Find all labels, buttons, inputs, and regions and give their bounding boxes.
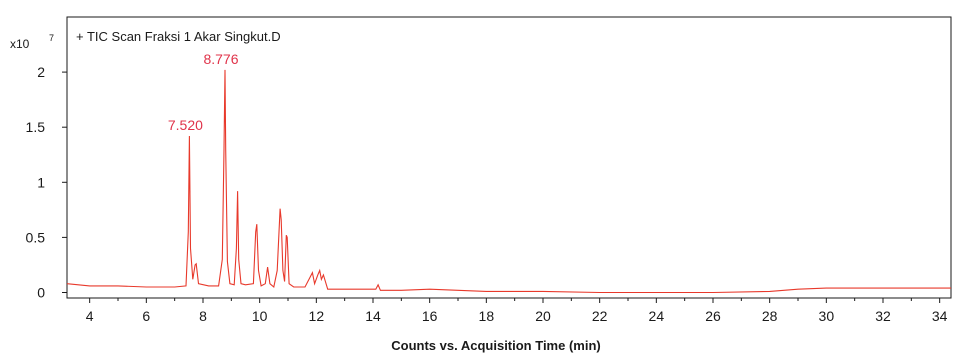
x-tick-label: 28 [762, 308, 778, 324]
x-tick-label: 32 [875, 308, 891, 324]
y-tick-label: 1.5 [26, 119, 46, 135]
x-axis-title: Counts vs. Acquisition Time (min) [391, 338, 600, 353]
y-tick-label: 0 [37, 284, 45, 300]
x-axis-ticks: 4 6 8 10 12 14 16 18 20 22 24 26 28 30 32 34 [86, 298, 948, 324]
peak-label: 8.776 [203, 51, 238, 67]
peak-label: 7.520 [168, 117, 203, 133]
y-tick-label: 1 [37, 174, 45, 190]
plot-frame [66, 16, 952, 299]
x-tick-label: 22 [592, 308, 608, 324]
x-tick-label: 26 [705, 308, 721, 324]
x-tick-label: 34 [932, 308, 948, 324]
peak-annotations: 8.776 7.520 [168, 51, 239, 133]
x-tick-label: 18 [479, 308, 495, 324]
x-tick-label: 16 [422, 308, 438, 324]
y-scale-label: x10 [10, 37, 30, 51]
x-tick-label: 10 [252, 308, 268, 324]
chart-title: + TIC Scan Fraksi 1 Akar Singkut.D [76, 29, 281, 44]
x-tick-label: 6 [142, 308, 150, 324]
x-tick-label: 20 [535, 308, 551, 324]
y-axis-ticks: 0 0.5 1 1.5 2 [26, 64, 67, 300]
x-tick-label: 8 [199, 308, 207, 324]
tic-trace-line [66, 69, 951, 294]
x-tick-label: 14 [365, 308, 381, 324]
y-scale-exponent: 7 [49, 33, 54, 43]
x-tick-label: 12 [309, 308, 325, 324]
x-tick-label: 24 [649, 308, 665, 324]
x-tick-label: 4 [86, 308, 94, 324]
x-tick-label: 30 [819, 308, 835, 324]
y-tick-label: 2 [37, 64, 45, 80]
y-tick-label: 0.5 [26, 229, 46, 245]
